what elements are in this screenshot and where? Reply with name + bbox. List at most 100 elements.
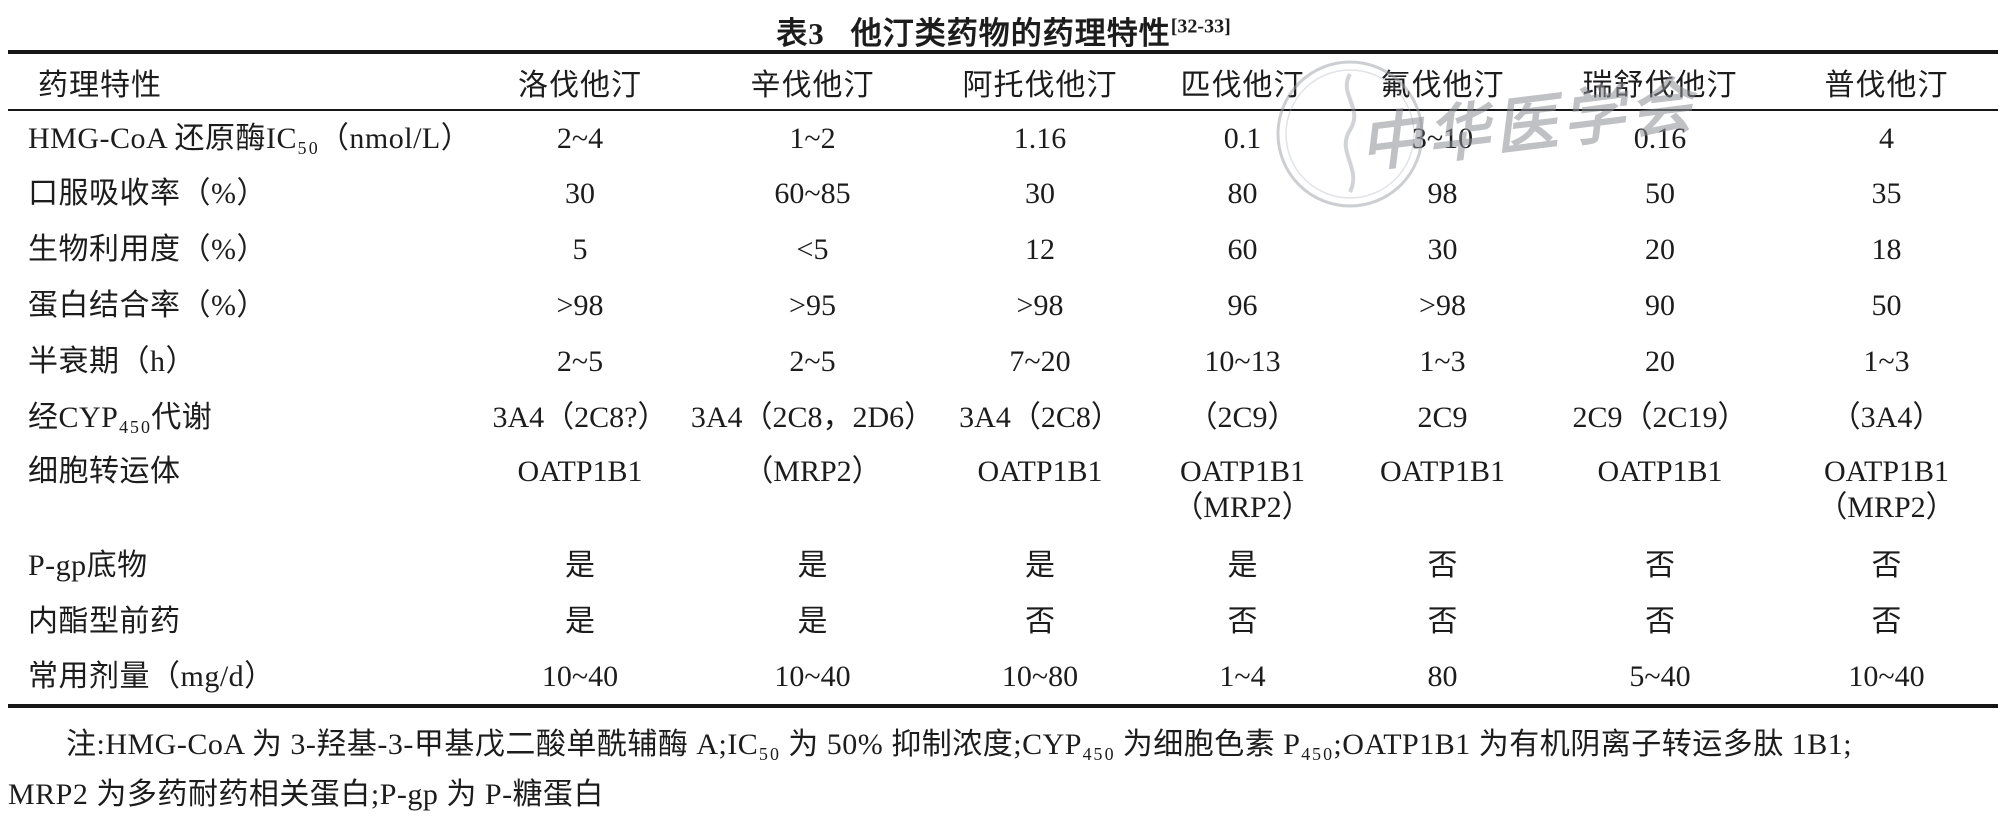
cell: OATP1B1 bbox=[517, 455, 643, 488]
cell: >98 bbox=[1016, 289, 1064, 322]
cell: 60~85 bbox=[774, 177, 851, 210]
cell: 10~40 bbox=[1848, 660, 1925, 693]
cell: 1~3 bbox=[1863, 345, 1910, 378]
cell: 是 bbox=[565, 605, 595, 638]
cell: 20 bbox=[1645, 233, 1675, 266]
cell: 1~2 bbox=[789, 121, 836, 155]
cell: 3A4（2C8?） bbox=[492, 401, 668, 434]
cell: 10~40 bbox=[774, 660, 851, 693]
cell: 否 bbox=[1427, 605, 1458, 638]
cell: 30 bbox=[565, 177, 595, 210]
cell: 10~13 bbox=[1204, 345, 1281, 378]
cell: 10~40 bbox=[541, 660, 619, 693]
cell: OATP1B1 （MRP2） bbox=[1817, 455, 1956, 524]
cell: 20 bbox=[1645, 345, 1675, 378]
cell: 7~20 bbox=[1009, 345, 1071, 378]
cell: 98 bbox=[1427, 177, 1458, 210]
cell: 90 bbox=[1645, 289, 1675, 322]
cell: 是 bbox=[797, 549, 828, 582]
cell: OATP1B1 bbox=[977, 455, 1103, 488]
cell: 否 bbox=[1645, 605, 1675, 638]
row-label: HMG-CoA 还原酶IC₅₀（nmol/L） bbox=[28, 121, 472, 155]
cell: 是 bbox=[565, 549, 595, 582]
cell: 0.16 bbox=[1633, 121, 1687, 155]
table-row-protein-binding: 蛋白结合率（%） >98 >95 >98 96 >98 90 50 bbox=[8, 278, 1998, 334]
table-row-cyp450-metabolism: 经CYP₄₅₀代谢 3A4（2C8?） 3A4（2C8，2D6） 3A4（2C8… bbox=[8, 390, 1998, 446]
cell: 50 bbox=[1645, 177, 1675, 210]
table-row-half-life: 半衰期（h） 2~5 2~5 7~20 10~13 1~3 20 1~3 bbox=[8, 334, 1998, 390]
cell: 5~40 bbox=[1629, 660, 1691, 693]
column-header-pitavastatin: 匹伐他汀 bbox=[1180, 68, 1305, 102]
cell: <5 bbox=[796, 233, 829, 266]
table-row-usual-dose: 常用剂量（mg/d） 10~40 10~40 10~80 1~4 80 5~40… bbox=[8, 650, 1998, 706]
cell: 30 bbox=[1025, 177, 1055, 210]
cell: 否 bbox=[1871, 605, 1902, 638]
column-header-rosuvastatin: 瑞舒伐他汀 bbox=[1582, 68, 1738, 102]
cell: 30 bbox=[1427, 233, 1458, 266]
cell: >95 bbox=[789, 289, 836, 322]
table-row-oral-absorption: 口服吸收率（%） 30 60~85 30 80 98 50 35 bbox=[8, 166, 1998, 222]
cell: 3A4（2C8，2D6） bbox=[690, 401, 935, 434]
cell: 4 bbox=[1879, 121, 1894, 155]
table-row-bioavailability: 生物利用度（%） 5 <5 12 60 30 20 18 bbox=[8, 222, 1998, 278]
caption-reference: [32-33] bbox=[1170, 15, 1231, 38]
cell: （MRP2） bbox=[743, 455, 882, 488]
column-header-lovastatin: 洛伐他汀 bbox=[518, 68, 642, 102]
row-label: 半衰期（h） bbox=[28, 345, 196, 378]
column-header-pravastatin: 普伐他汀 bbox=[1824, 68, 1949, 102]
cell: 否 bbox=[1227, 605, 1258, 638]
table-row-cell-transporter: 细胞转运体 OATP1B1 （MRP2） OATP1B1 OATP1B1 （MR… bbox=[8, 446, 1998, 538]
caption-title: 他汀类药物的药理特性 bbox=[850, 16, 1171, 51]
header-row: 药理特性 洛伐他汀 辛伐他汀 阿托伐他汀 匹伐他汀 氟伐他汀 瑞舒伐他汀 普伐他… bbox=[8, 52, 1998, 110]
cell: 35 bbox=[1871, 177, 1902, 210]
cell: 是 bbox=[1227, 549, 1258, 582]
cell: 5 bbox=[572, 233, 588, 266]
cell: 是 bbox=[797, 605, 828, 638]
caption-label: 表3 bbox=[776, 16, 825, 51]
cell: >98 bbox=[556, 289, 604, 322]
cell: 18 bbox=[1871, 233, 1902, 266]
table-caption: 表3 他汀类药物的药理特性[32-33] bbox=[0, 0, 2007, 51]
cell: 1~4 bbox=[1219, 660, 1266, 693]
cell: 2~4 bbox=[556, 121, 604, 155]
cell: 2C9（2C19） bbox=[1572, 401, 1748, 434]
cell: 否 bbox=[1871, 549, 1902, 582]
footnote-line-1: 注:HMG-CoA 为 3-羟基-3-甲基戊二酸单酰辅酶 A;IC₅₀ 为 50… bbox=[66, 728, 1853, 761]
cell: 1~3 bbox=[1419, 345, 1466, 378]
column-header-atorvastatin: 阿托伐他汀 bbox=[962, 68, 1118, 102]
cell: OATP1B1 bbox=[1597, 455, 1723, 488]
cell: 12 bbox=[1025, 233, 1055, 266]
cell: 3~10 bbox=[1411, 121, 1474, 155]
cell: OATP1B1 bbox=[1379, 455, 1506, 488]
row-label: P-gp底物 bbox=[28, 549, 148, 582]
cell: >98 bbox=[1419, 289, 1466, 322]
row-label: 经CYP₄₅₀代谢 bbox=[28, 401, 213, 434]
table-row-ic50: HMG-CoA 还原酶IC₅₀（nmol/L） 2~4 1~2 1.16 0.1… bbox=[8, 110, 1998, 166]
cell: 80 bbox=[1227, 177, 1258, 210]
cell: 是 bbox=[1025, 549, 1055, 582]
row-label: 常用剂量（mg/d） bbox=[28, 660, 275, 693]
cell: 否 bbox=[1427, 549, 1458, 582]
cell: 96 bbox=[1227, 289, 1258, 322]
cell: 2~5 bbox=[789, 345, 836, 378]
row-label: 口服吸收率（%） bbox=[28, 177, 267, 210]
cell: 否 bbox=[1645, 549, 1675, 582]
cell: 2C9 bbox=[1417, 401, 1468, 434]
column-header-simvastatin: 辛伐他汀 bbox=[750, 68, 875, 102]
cell: 否 bbox=[1025, 605, 1055, 638]
cell: 50 bbox=[1871, 289, 1902, 322]
cell: 3A4（2C8） bbox=[959, 401, 1121, 434]
cell: 60 bbox=[1227, 233, 1258, 266]
row-label: 蛋白结合率（%） bbox=[28, 289, 267, 322]
cell: 1.16 bbox=[1013, 121, 1067, 155]
row-label: 生物利用度（%） bbox=[28, 233, 267, 266]
cell: 0.1 bbox=[1223, 121, 1262, 155]
table-row-pgp-substrate: P-gp底物 是 是 是 是 否 否 否 bbox=[8, 538, 1998, 594]
column-header-property: 药理特性 bbox=[38, 68, 162, 102]
table-row-lactone-prodrug: 内酯型前药 是 是 否 否 否 否 否 bbox=[8, 594, 1998, 650]
table-footnote: 注:HMG-CoA 为 3-羟基-3-甲基戊二酸单酰辅酶 A;IC₅₀ 为 50… bbox=[8, 720, 1999, 820]
cell: OATP1B1 （MRP2） bbox=[1173, 455, 1312, 524]
column-header-fluvastatin: 氟伐他汀 bbox=[1380, 68, 1505, 102]
footnote-line-2: MRP2 为多药耐药相关蛋白;P-gp 为 P-糖蛋白 bbox=[8, 778, 605, 811]
